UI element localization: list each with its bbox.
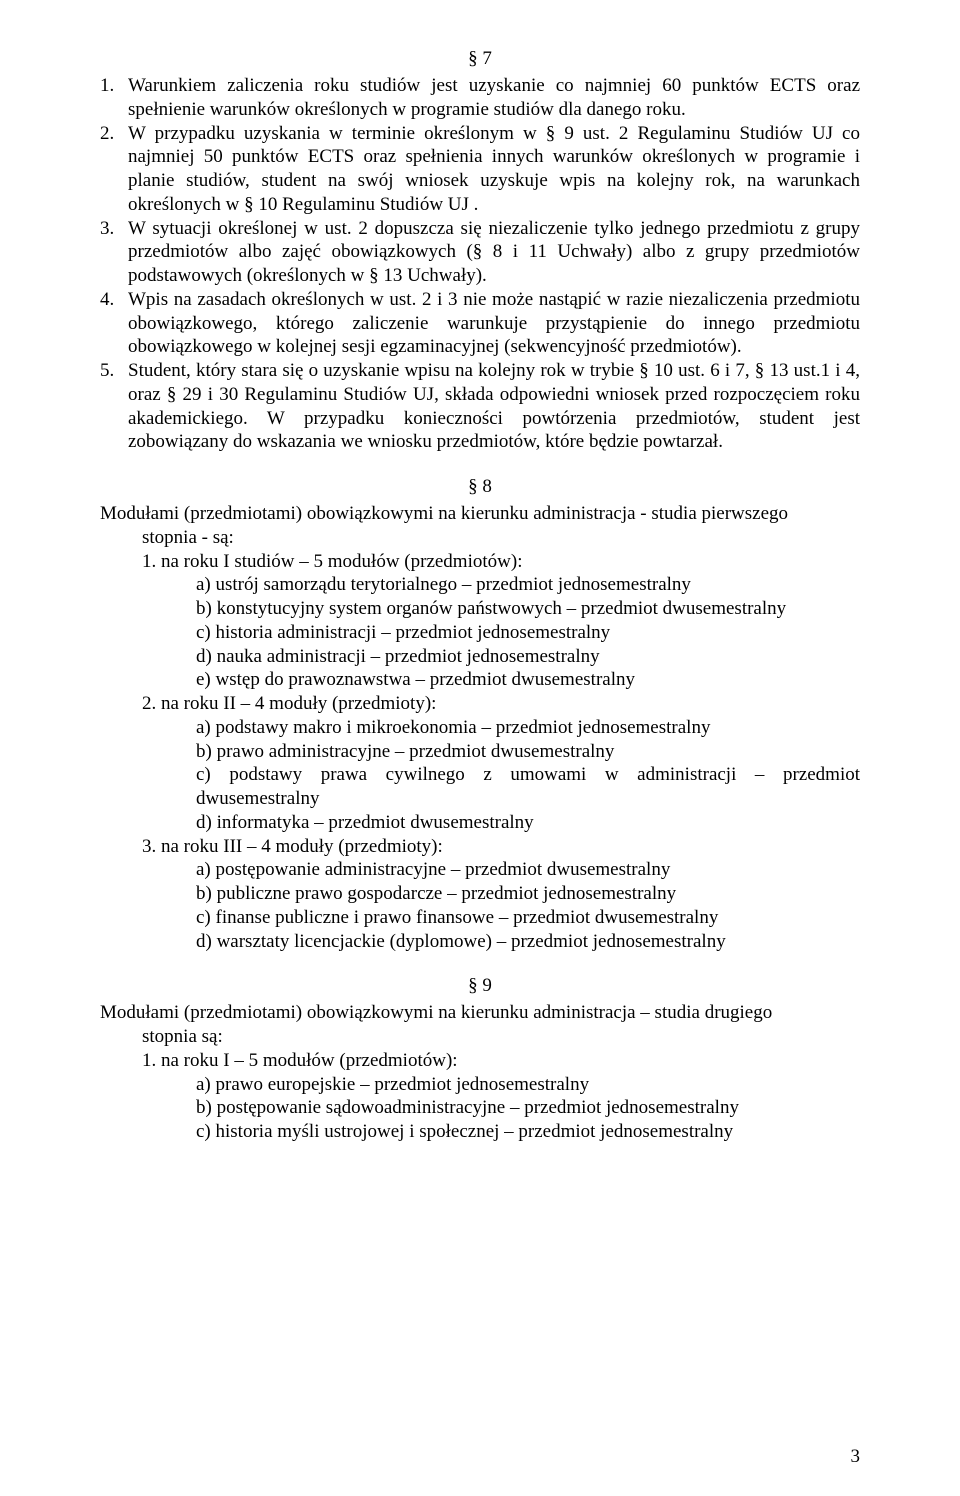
section-9-intro2: stopnia są: xyxy=(142,1025,860,1049)
sub-item: a) podstawy makro i mikroekonomia – prze… xyxy=(196,716,860,740)
section-7-list: 1. Warunkiem zaliczenia roku studiów jes… xyxy=(100,74,860,454)
year-2-label: 2. na roku II – 4 moduły (przedmioty): xyxy=(142,692,860,716)
sub-item: b) publiczne prawo gospodarcze – przedmi… xyxy=(196,882,860,906)
item-text: W przypadku uzyskania w terminie określo… xyxy=(128,122,860,217)
item-number: 2. xyxy=(100,122,128,217)
section-9-intro: Modułami (przedmiotami) obowiązkowymi na… xyxy=(100,1001,860,1025)
list-item: 3. W sytuacji określonej w ust. 2 dopusz… xyxy=(100,217,860,288)
list-item: 4. Wpis na zasadach określonych w ust. 2… xyxy=(100,288,860,359)
sub-item: c) podstawy prawa cywilnego z umowami w … xyxy=(196,763,860,811)
list-item: 5. Student, który stara się o uzyskanie … xyxy=(100,359,860,454)
sub-item: d) warsztaty licencjackie (dyplomowe) – … xyxy=(196,930,860,954)
section-9-heading: § 9 xyxy=(100,975,860,997)
sub-item: d) nauka administracji – przedmiot jedno… xyxy=(196,645,860,669)
sub-item: b) prawo administracyjne – przedmiot dwu… xyxy=(196,740,860,764)
page-number: 3 xyxy=(851,1446,861,1468)
item-number: 3. xyxy=(100,217,128,288)
sub-item: a) postępowanie administracyjne – przedm… xyxy=(196,858,860,882)
sub-item: c) finanse publiczne i prawo finansowe –… xyxy=(196,906,860,930)
sub-item: d) informatyka – przedmiot dwusemestraln… xyxy=(196,811,860,835)
section-8-intro2: stopnia - są: xyxy=(142,526,860,550)
item-text: Student, który stara się o uzyskanie wpi… xyxy=(128,359,860,454)
spacer xyxy=(100,953,860,975)
sub-item: a) ustrój samorządu terytorialnego – prz… xyxy=(196,573,860,597)
item-text: Wpis na zasadach określonych w ust. 2 i … xyxy=(128,288,860,359)
sub-item: b) postępowanie sądowoadministracyjne – … xyxy=(196,1096,860,1120)
year-1-label: 1. na roku I studiów – 5 modułów (przedm… xyxy=(142,550,860,574)
section-8-heading: § 8 xyxy=(100,476,860,498)
year-1-label: 1. na roku I – 5 modułów (przedmiotów): xyxy=(142,1049,860,1073)
section-7-heading: § 7 xyxy=(100,48,860,70)
section-8-intro: Modułami (przedmiotami) obowiązkowymi na… xyxy=(100,502,860,526)
sub-item: e) wstęp do prawoznawstwa – przedmiot dw… xyxy=(196,668,860,692)
item-text: Warunkiem zaliczenia roku studiów jest u… xyxy=(128,74,860,122)
list-item: 2. W przypadku uzyskania w terminie okre… xyxy=(100,122,860,217)
year-3-label: 3. na roku III – 4 moduły (przedmioty): xyxy=(142,835,860,859)
item-number: 4. xyxy=(100,288,128,359)
sub-item: c) historia administracji – przedmiot je… xyxy=(196,621,860,645)
sub-item: a) prawo europejskie – przedmiot jednose… xyxy=(196,1073,860,1097)
sub-item: c) historia myśli ustrojowej i społeczne… xyxy=(196,1120,860,1144)
sub-item: b) konstytucyjny system organów państwow… xyxy=(196,597,860,621)
item-text: W sytuacji określonej w ust. 2 dopuszcza… xyxy=(128,217,860,288)
item-number: 1. xyxy=(100,74,128,122)
document-page: § 7 1. Warunkiem zaliczenia roku studiów… xyxy=(0,0,960,1496)
list-item: 1. Warunkiem zaliczenia roku studiów jes… xyxy=(100,74,860,122)
item-number: 5. xyxy=(100,359,128,454)
